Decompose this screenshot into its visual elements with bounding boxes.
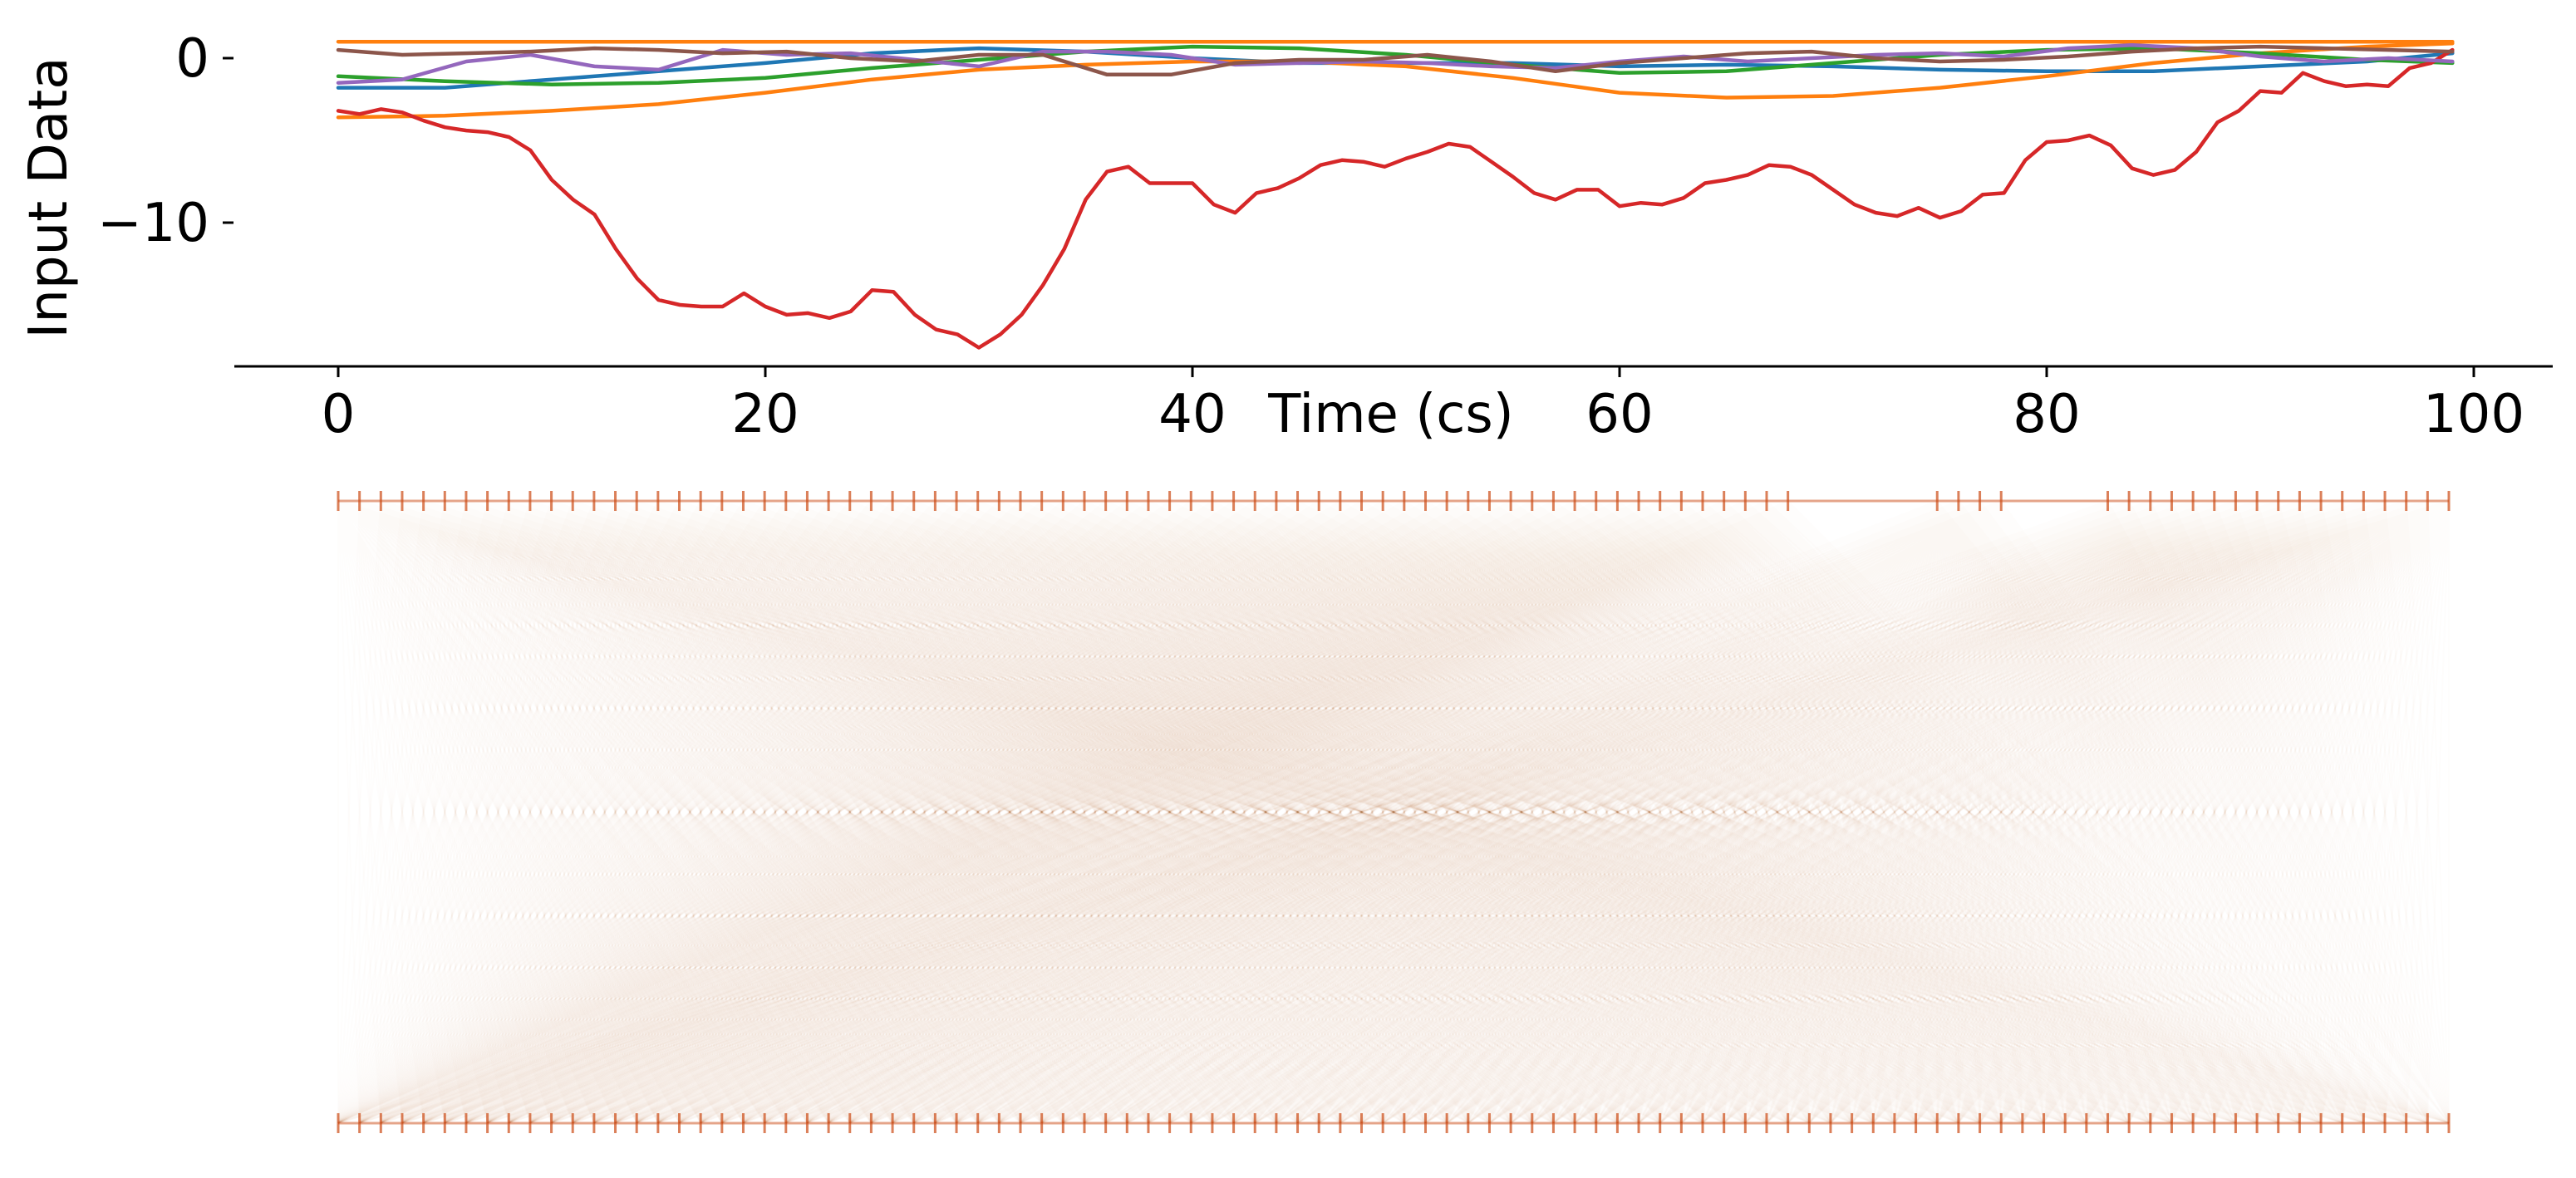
series-line-7 [336,44,2455,77]
x-tick-label: 0 [322,384,356,445]
x-axis-label: Time (cs) [1267,384,1513,445]
attention-bottom-token-ticks [337,1113,2451,1133]
y-tick-label: 0 [175,28,209,90]
x-tick-label: 20 [731,384,799,445]
line-chart: 0 −10 0 20 40 60 80 100 Input Data Time (cs) [18,28,2553,445]
series-line-6 [336,42,2455,85]
x-tick-label: 100 [2423,384,2524,445]
y-tick-label: −10 [97,193,209,254]
x-axis-ticks: 0 20 40 60 80 100 [322,366,2524,445]
y-axis-label: Input Data [18,57,80,339]
x-tick-label: 40 [1158,384,1226,445]
attention-connection-lines [338,501,2449,1123]
series-layer [336,39,2455,350]
attention-top-token-ticks [337,491,2451,511]
y-axis-ticks: 0 −10 [97,28,234,254]
series-line-5 [336,47,2455,350]
x-tick-label: 60 [1585,384,1653,445]
attention-map [337,491,2451,1133]
series-line-2 [336,41,2455,120]
x-tick-label: 80 [2013,384,2080,445]
